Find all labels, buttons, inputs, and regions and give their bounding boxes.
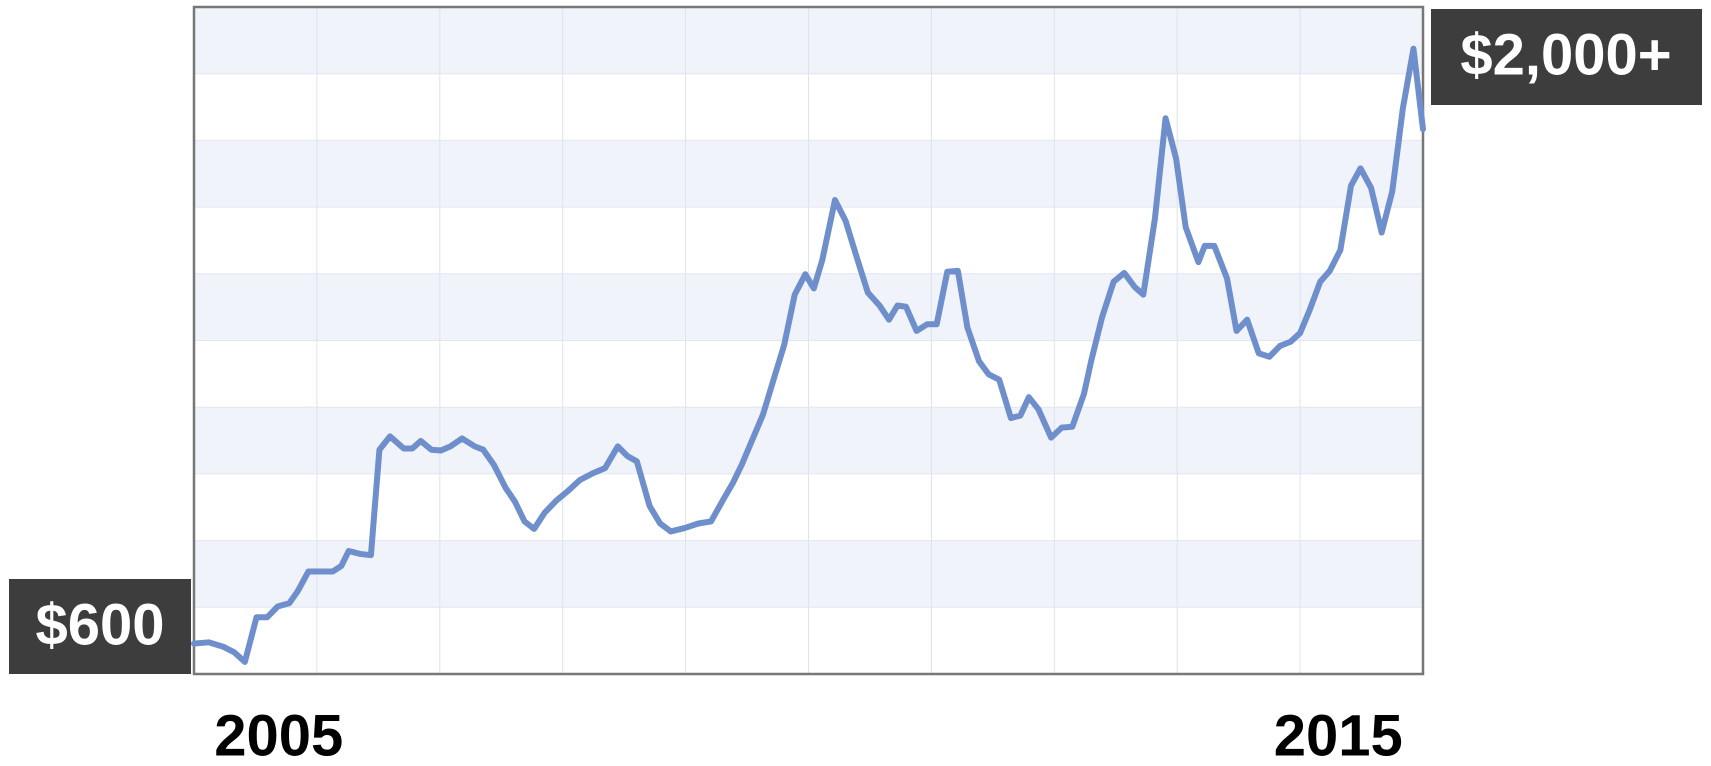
data-line xyxy=(191,45,1426,665)
annotation: $600 xyxy=(35,592,164,657)
plot-background xyxy=(194,7,1423,674)
annotation-box xyxy=(9,579,191,674)
plot-frame xyxy=(192,5,1425,676)
annotation: $2,000+ xyxy=(1460,22,1671,87)
x-tick-label: 2005 xyxy=(214,703,343,766)
annotation-box xyxy=(1431,9,1702,105)
x-tick-label: 2015 xyxy=(1274,703,1403,766)
